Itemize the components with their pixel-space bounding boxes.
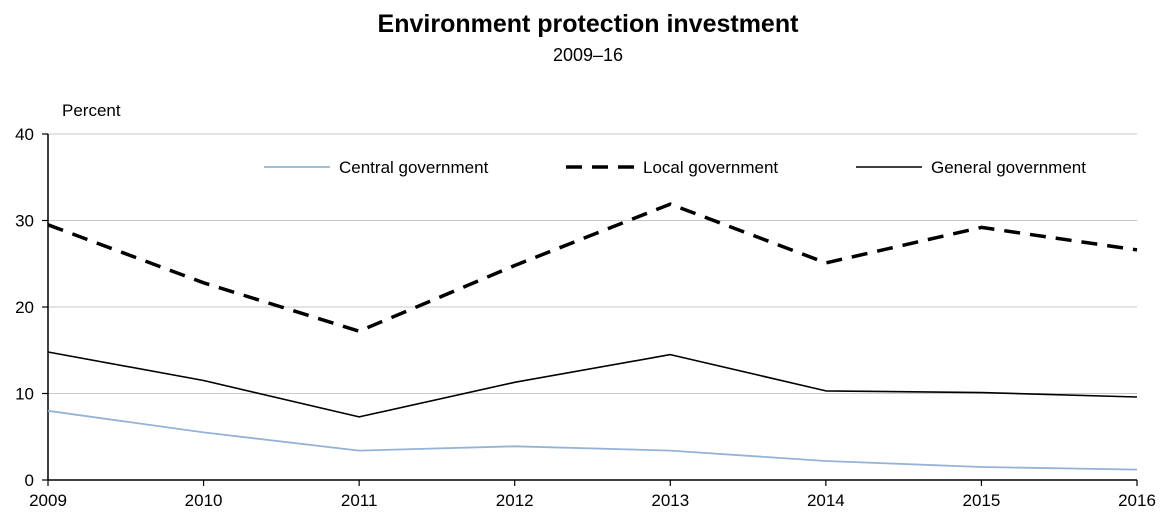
x-tick-label: 2016 [1118,491,1156,510]
legend-label-central-government: Central government [339,158,489,177]
x-tick-label: 2012 [496,491,534,510]
y-tick-label: 30 [15,212,34,231]
y-tick-label: 10 [15,385,34,404]
y-tick-label: 20 [15,298,34,317]
x-tick-label: 2009 [29,491,67,510]
chart-subtitle: 2009–16 [552,45,624,65]
legend-label-general-government: General government [931,158,1086,177]
y-axis-title: Percent [62,101,121,120]
series-line-central-government [47,409,1138,471]
x-tick-label: 2014 [807,491,845,510]
y-tick-label: 40 [15,125,34,144]
legend-label-local-government: Local government [643,158,778,177]
chart-title: Environment protection investment [377,10,799,38]
x-tick-label: 2011 [341,491,378,510]
series-line-local-government [47,202,1138,333]
x-tick-label: 2010 [185,491,223,510]
y-tick-label: 0 [25,471,34,490]
x-tick-label: 2013 [651,491,689,510]
x-tick-label: 2015 [963,491,1001,510]
series-line-general-government [47,351,1138,418]
